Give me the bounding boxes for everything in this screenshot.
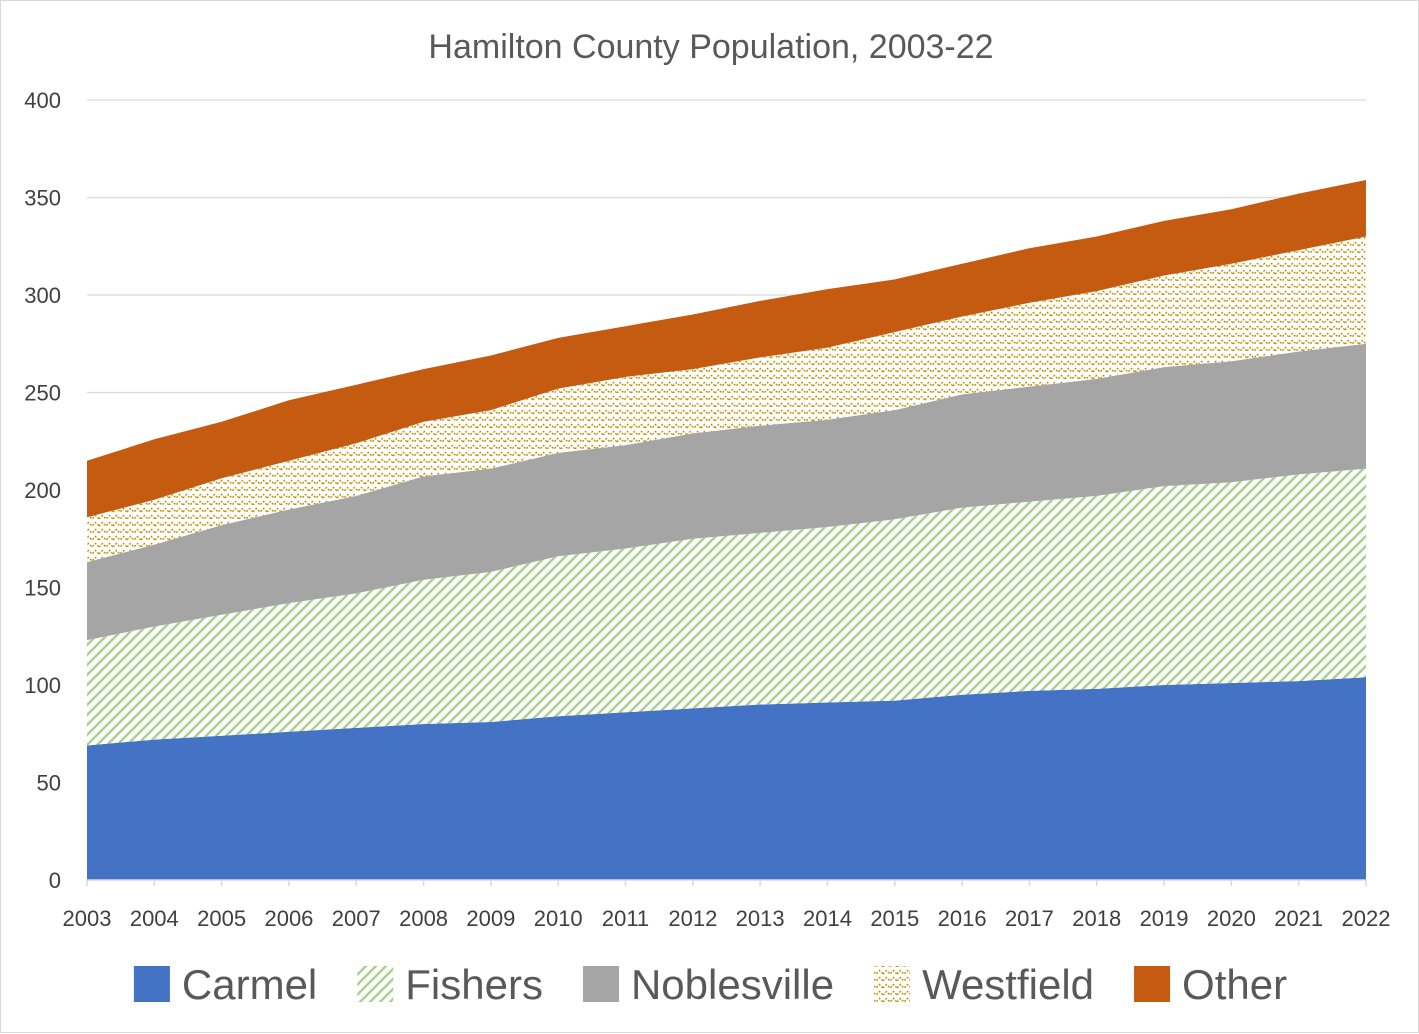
series-area-carmel (87, 677, 1366, 880)
x-tick-label: 2009 (466, 906, 515, 931)
x-tick-label: 2003 (63, 906, 112, 931)
x-tick-label: 2004 (130, 906, 179, 931)
x-tick-label: 2007 (332, 906, 381, 931)
y-tick-label: 50 (37, 771, 61, 796)
legend: Carmel Fishers Noblesville Westfield Other (133, 961, 1287, 1008)
y-tick-label: 0 (49, 868, 61, 893)
x-tick-label: 2015 (870, 906, 919, 931)
x-tick-label: 2016 (938, 906, 987, 931)
y-tick-label: 200 (24, 478, 61, 503)
series-area-other (87, 180, 1366, 518)
axes: 2003 2004 2005 2006 2007 2008 2009 2010 2011 2012… (63, 879, 1391, 931)
y-tick-label: 150 (24, 576, 61, 601)
x-tick-label: 2011 (602, 906, 649, 931)
y-tick-label: 300 (24, 283, 61, 308)
series-area-westfield (87, 236, 1366, 563)
x-tick-label: 2020 (1207, 906, 1256, 931)
x-tick-label: 2013 (736, 906, 785, 931)
legend-label-other: Other (1182, 961, 1287, 1008)
legend-label-westfield: Westfield (922, 961, 1094, 1008)
legend-swatch-carmel (133, 966, 170, 1002)
x-tick-label: 2008 (399, 906, 448, 931)
legend-swatch-fishers (357, 966, 394, 1002)
legend-label-carmel: Carmel (182, 961, 317, 1008)
series-area-noblesville (87, 343, 1366, 641)
x-tick-label: 2017 (1005, 906, 1054, 931)
legend-swatch-noblesville (582, 966, 619, 1002)
y-tick-label: 250 (24, 381, 61, 406)
chart-title: Hamilton County Population, 2003-22 (428, 28, 993, 66)
y-tick-label: 400 (24, 88, 61, 113)
x-tick-label: 2019 (1140, 906, 1189, 931)
legend-label-noblesville: Noblesville (631, 961, 834, 1008)
series-areas (87, 180, 1366, 880)
x-tick-label: 2012 (668, 906, 717, 931)
legend-swatch-other (1134, 966, 1171, 1002)
x-tick-label: 2006 (264, 906, 313, 931)
legend-swatch-westfield (874, 966, 911, 1002)
x-tick-label: 2005 (197, 906, 246, 931)
x-tick-label: 2014 (803, 906, 852, 931)
series-area-fishers (87, 468, 1366, 746)
x-tick-label: 2022 (1342, 906, 1391, 931)
y-tick-label: 100 (24, 673, 61, 698)
y-tick-label: 350 (24, 186, 61, 211)
x-tick-label: 2010 (534, 906, 583, 931)
x-tick-label: 2021 (1274, 906, 1323, 931)
x-tick-label: 2018 (1072, 906, 1121, 931)
legend-label-fishers: Fishers (405, 961, 543, 1008)
